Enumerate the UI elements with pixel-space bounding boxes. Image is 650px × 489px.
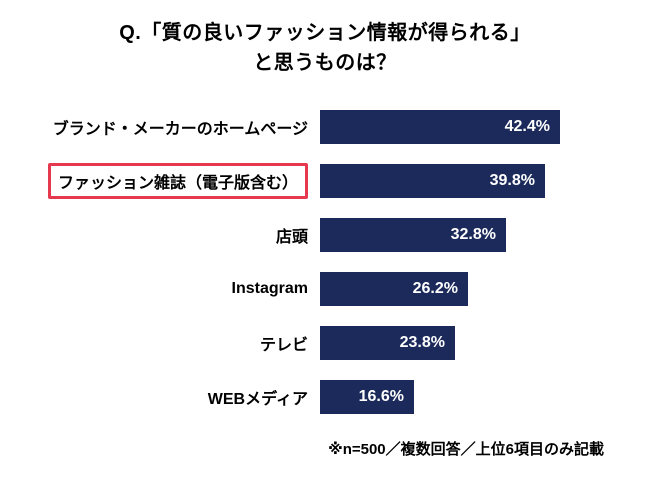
bar: 42.4% xyxy=(320,110,560,144)
value-label: 42.4% xyxy=(504,118,550,135)
chart-row: テレビ 23.8% xyxy=(0,316,650,370)
value-label: 16.6% xyxy=(358,388,404,405)
bar-track: 16.6% xyxy=(320,380,650,414)
bar: 32.8% xyxy=(320,218,506,252)
category-label: ファッション雑誌（電子版含む） xyxy=(47,163,308,199)
category-label-cell: テレビ xyxy=(0,331,320,355)
category-label: 店頭 xyxy=(275,229,308,246)
bar: 39.8% xyxy=(320,164,545,198)
category-label: Instagram xyxy=(231,280,308,297)
bar-track: 39.8% xyxy=(320,164,650,198)
chart-row: WEBメディア 16.6% xyxy=(0,370,650,424)
bar: 16.6% xyxy=(320,380,414,414)
bar-track: 26.2% xyxy=(320,272,650,306)
bar-track: 32.8% xyxy=(320,218,650,252)
category-label-cell: ファッション雑誌（電子版含む） xyxy=(0,163,320,199)
category-label: WEBメディア xyxy=(207,391,308,408)
bar: 26.2% xyxy=(320,272,468,306)
chart-row: ブランド・メーカーのホームページ 42.4% xyxy=(0,100,650,154)
category-label-cell: Instagram xyxy=(0,280,320,298)
chart-row: Instagram 26.2% xyxy=(0,262,650,316)
footnote: ※n=500／複数回答／上位6項目のみ記載 xyxy=(328,441,604,458)
category-label-cell: 店頭 xyxy=(0,223,320,247)
category-label: ブランド・メーカーのホームページ xyxy=(52,121,308,138)
value-label: 23.8% xyxy=(399,334,445,351)
value-label: 32.8% xyxy=(450,226,496,243)
chart-title-line1: Q.「質の良いファッション情報が得られる」 xyxy=(119,22,531,44)
category-label: テレビ xyxy=(259,337,308,354)
bar-track: 23.8% xyxy=(320,326,650,360)
chart-row: 店頭 32.8% xyxy=(0,208,650,262)
bar-chart: ブランド・メーカーのホームページ 42.4% ファッション雑誌（電子版含む） 3… xyxy=(0,100,650,424)
chart-title: Q.「質の良いファッション情報が得られる」 と思うものは？ xyxy=(0,18,650,78)
bar: 23.8% xyxy=(320,326,455,360)
value-label: 39.8% xyxy=(489,172,535,189)
value-label: 26.2% xyxy=(412,280,458,297)
bar-track: 42.4% xyxy=(320,110,650,144)
chart-title-line2: と思うものは？ xyxy=(253,52,397,74)
category-label-cell: WEBメディア xyxy=(0,385,320,409)
chart-row: ファッション雑誌（電子版含む） 39.8% xyxy=(0,154,650,208)
category-label-cell: ブランド・メーカーのホームページ xyxy=(0,115,320,139)
